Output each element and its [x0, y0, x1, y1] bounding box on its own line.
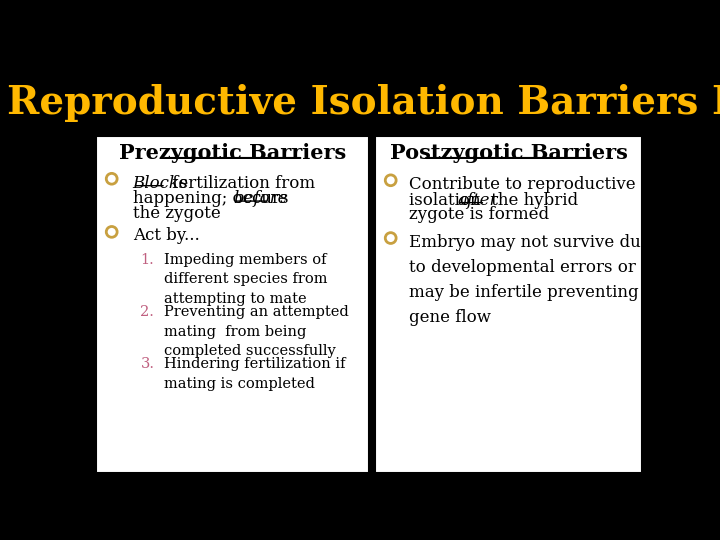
Text: zygote is formed: zygote is formed: [409, 206, 549, 224]
Text: 3.: 3.: [140, 357, 154, 372]
Text: Hindering fertilization if
mating is completed: Hindering fertilization if mating is com…: [163, 357, 345, 391]
Text: 2.: 2.: [140, 305, 154, 319]
Text: Embryo may not survive due
to developmental errors or
may be infertile preventin: Embryo may not survive due to developmen…: [409, 234, 651, 326]
Text: Impeding members of
different species from
attempting to mate: Impeding members of different species fr…: [163, 253, 327, 306]
FancyBboxPatch shape: [375, 136, 642, 473]
Text: 1.: 1.: [140, 253, 154, 267]
Text: Act by...: Act by...: [132, 227, 199, 244]
Text: Contribute to reproductive: Contribute to reproductive: [409, 177, 636, 193]
Text: isolation: isolation: [409, 192, 486, 209]
Text: Preventing an attempted
mating  from being
completed successfully: Preventing an attempted mating from bein…: [163, 305, 348, 358]
Text: after: after: [457, 192, 498, 209]
Text: before: before: [233, 190, 288, 207]
FancyBboxPatch shape: [96, 136, 369, 473]
Text: the zygote: the zygote: [132, 205, 220, 222]
Text: the hybrid: the hybrid: [486, 192, 578, 209]
Text: happening; occurs: happening; occurs: [132, 190, 293, 207]
Text: Blocks: Blocks: [132, 175, 188, 192]
Text: Prezygotic Barriers: Prezygotic Barriers: [119, 143, 346, 163]
Text: Reproductive Isolation Barriers I: Reproductive Isolation Barriers I: [7, 84, 720, 122]
Text: fertilization from: fertilization from: [167, 175, 315, 192]
Text: Postzygotic Barriers: Postzygotic Barriers: [390, 143, 627, 163]
